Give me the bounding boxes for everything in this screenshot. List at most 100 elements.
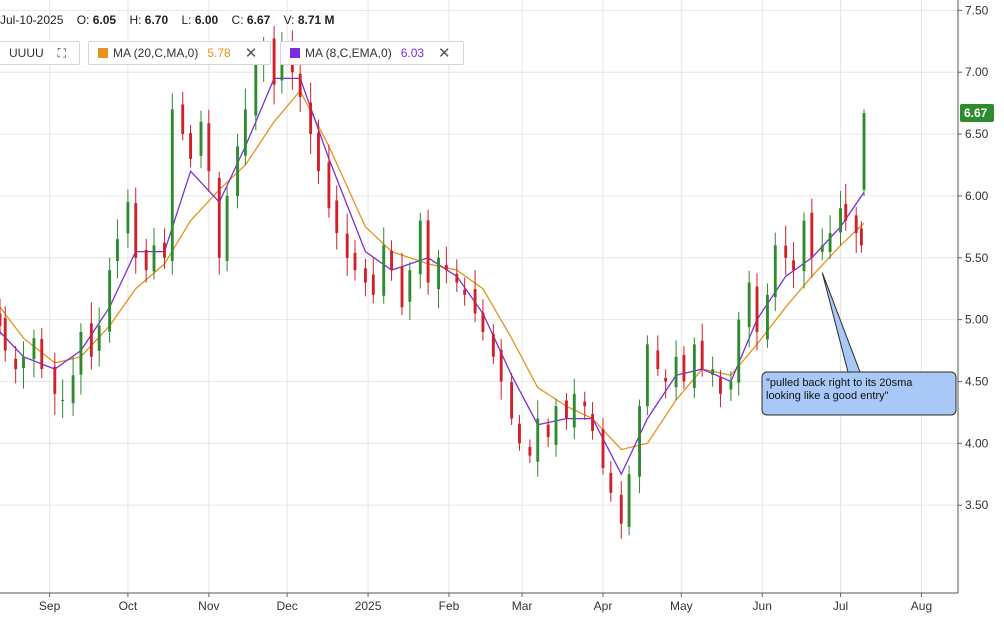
candle-body (645, 344, 649, 407)
x-tick-label: Dec (276, 599, 297, 613)
candle-body (755, 286, 759, 332)
candle-body (317, 132, 320, 172)
ema8-value: 6.03 (400, 46, 425, 60)
ema8-line (0, 77, 865, 476)
high-label: H: (129, 13, 142, 27)
x-tick-label: May (670, 599, 693, 613)
candle-body (609, 472, 613, 493)
candle-body (554, 406, 558, 445)
chart-grid (0, 0, 958, 593)
ma20-label: MA (20,C,MA,0) (113, 46, 199, 60)
close-label: C: (231, 13, 244, 27)
x-tick-label: Oct (119, 599, 138, 613)
candle-body (729, 381, 733, 390)
ema8-label: MA (8,C,EMA,0) (305, 46, 392, 60)
candle-body (773, 245, 777, 298)
candle-body (444, 264, 448, 271)
indicator-pill-ma20[interactable]: MA (20,C,MA,0) 5.78 ✕ (88, 41, 271, 65)
candle-body (747, 282, 751, 328)
candle-body (510, 381, 514, 419)
low-label: L: (181, 13, 192, 27)
candle-body (481, 312, 485, 332)
candle-body (711, 369, 715, 375)
callout-text-line1: "pulled back right to its 20sma (766, 377, 913, 389)
candle-body (737, 319, 741, 383)
candle-body (327, 162, 331, 209)
candle-body (254, 59, 258, 116)
indicator-pill-ema8[interactable]: MA (8,C,EMA,0) 6.03 ✕ (280, 41, 464, 65)
x-tick-label: Jun (753, 599, 772, 613)
candle-body (353, 252, 357, 271)
close-icon[interactable]: ✕ (244, 45, 258, 62)
last-price-tag: 6.67 (960, 104, 994, 123)
y-tick-label: 7.00 (965, 65, 989, 79)
last-price-value: 6.67 (964, 106, 988, 120)
candle-body (309, 102, 313, 135)
candle-body (619, 494, 623, 524)
high-value: 6.70 (144, 13, 169, 27)
x-tick-label: Aug (911, 599, 932, 613)
candle-body (820, 245, 824, 252)
candle-body (243, 109, 247, 156)
candle-body (536, 418, 540, 462)
ema8-swatch (290, 48, 300, 58)
close-value: 6.67 (246, 13, 271, 27)
candle-body (810, 212, 814, 258)
candlestick-series (0, 26, 866, 539)
candle-body (862, 113, 866, 190)
candle-body (126, 202, 130, 234)
open-value: 6.05 (92, 13, 117, 27)
low-value: 6.00 (194, 13, 219, 27)
candle-body (844, 203, 848, 221)
candle-body (335, 200, 339, 234)
candle-body (491, 333, 495, 357)
candle-body (601, 429, 605, 469)
candle-body (382, 245, 386, 296)
candle-body (682, 354, 686, 382)
volume-label: V: (283, 13, 295, 27)
candle-body (345, 233, 349, 258)
candle-body (236, 146, 239, 196)
candle-body (828, 233, 832, 253)
x-tick-label: Apr (594, 599, 613, 613)
candle-body (0, 313, 2, 326)
candle-body (839, 208, 842, 233)
candle-body (572, 393, 576, 428)
close-icon[interactable]: ✕ (438, 45, 451, 62)
candle-body (189, 133, 192, 159)
candle-body (272, 38, 276, 85)
candle-body (108, 270, 112, 332)
candle-body (784, 245, 788, 258)
candle-body (79, 331, 83, 375)
symbol-pill[interactable]: UUUU ⛶ (0, 41, 80, 65)
ohlc-readout: Jul-10-2025 O: 6.05 H: 6.70 L: 6.00 C: 6… (0, 13, 335, 27)
candle-body (627, 474, 631, 527)
candle-body (32, 338, 36, 360)
symbol-text: UUUU (9, 46, 44, 60)
candle-body (207, 123, 211, 172)
candle-body (499, 349, 503, 382)
candle-body (473, 289, 477, 314)
fullscreen-icon[interactable]: ⛶ (57, 45, 67, 60)
candle-body (859, 228, 863, 246)
y-tick-label: 7.50 (965, 3, 989, 17)
y-tick-label: 4.00 (965, 436, 989, 450)
candle-body (134, 203, 138, 258)
candle-body (400, 266, 404, 308)
candle-body (390, 250, 393, 271)
candle-body (225, 195, 229, 261)
candle-body (638, 406, 641, 477)
x-tick-label: Feb (439, 599, 460, 613)
callout-pointer (821, 272, 861, 373)
candle-body (22, 356, 25, 369)
open-label: O: (76, 13, 90, 27)
candle-body (591, 414, 594, 431)
candle-body (546, 424, 550, 438)
callout-box (761, 371, 957, 416)
candle-body (144, 249, 148, 271)
candle-body (583, 401, 587, 407)
candle-body (692, 344, 696, 388)
candle-body (408, 270, 412, 302)
